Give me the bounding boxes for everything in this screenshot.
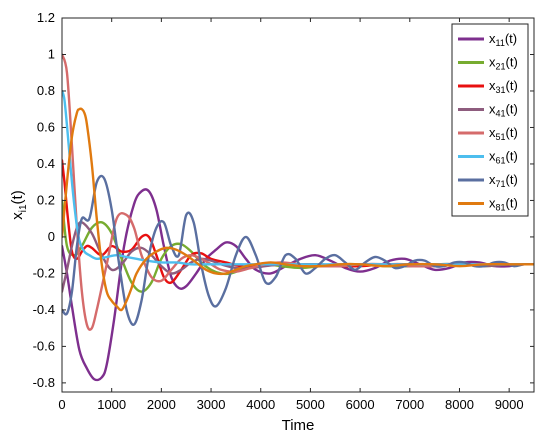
- x-tick-label: 7000: [395, 397, 424, 412]
- legend-label-x11: x11(t): [489, 31, 517, 48]
- y-tick-label: -0.2: [33, 265, 55, 280]
- legend: x11(t) x21(t) x31(t) x41(t) x51(t) x61(t) x71(…: [451, 23, 529, 217]
- legend-label-x41: x41(t): [489, 102, 518, 119]
- y-tick-label: -0.4: [33, 302, 55, 317]
- plot-frame: [61, 17, 535, 393]
- y-tick-label: -0.8: [33, 375, 55, 390]
- legend-label-x71: x71(t): [489, 172, 518, 189]
- y-tick-label: -0.6: [33, 338, 55, 353]
- y-tick-label: 0.2: [37, 192, 55, 207]
- legend-label-x61: x61(t): [489, 149, 518, 166]
- x-tick-label: 3000: [197, 397, 226, 412]
- y-axis-title-base: x: [9, 212, 26, 220]
- y-tick-label: 0.4: [37, 156, 55, 171]
- y-axis-title-subscript: i1: [18, 204, 29, 212]
- y-axis-title-suffix: (t): [9, 190, 26, 204]
- x-tick-label: 5000: [296, 397, 325, 412]
- y-tick-label: 0.6: [37, 119, 55, 134]
- x-axis-title: Time: [282, 417, 315, 434]
- x-tick-label: 0: [58, 397, 65, 412]
- series-line-x11: [62, 188, 534, 382]
- legend-label-x81: x81(t): [489, 196, 518, 213]
- x-axis-ticks: 0 1000 2000 3000 4000 5000 6000 7000 8000 9000: [58, 18, 524, 412]
- x-tick-label: 1000: [97, 397, 126, 412]
- x-tick-label: 2000: [147, 397, 176, 412]
- series-line-x81: [62, 107, 534, 312]
- y-tick-label: 0: [48, 229, 55, 244]
- legend-box: [451, 23, 529, 217]
- y-axis-title: xi1(t): [9, 190, 29, 219]
- y-tick-label: 1: [48, 46, 55, 61]
- legend-label-x31: x31(t): [489, 78, 518, 95]
- x-tick-label: 6000: [346, 397, 375, 412]
- x-tick-label: 9000: [495, 397, 524, 412]
- x-tick-label: 8000: [445, 397, 474, 412]
- series-layer: [62, 53, 534, 382]
- y-tick-label: 0.8: [37, 83, 55, 98]
- legend-label-x21: x21(t): [489, 55, 518, 72]
- x-tick-label: 4000: [246, 397, 275, 412]
- y-axis-ticks: -0.8 -0.6 -0.4 -0.2 0 0.2 0.4 0.6 0.8 1 1.2: [33, 10, 534, 390]
- y-tick-label: 1.2: [37, 10, 55, 25]
- legend-label-x51: x51(t): [489, 125, 518, 142]
